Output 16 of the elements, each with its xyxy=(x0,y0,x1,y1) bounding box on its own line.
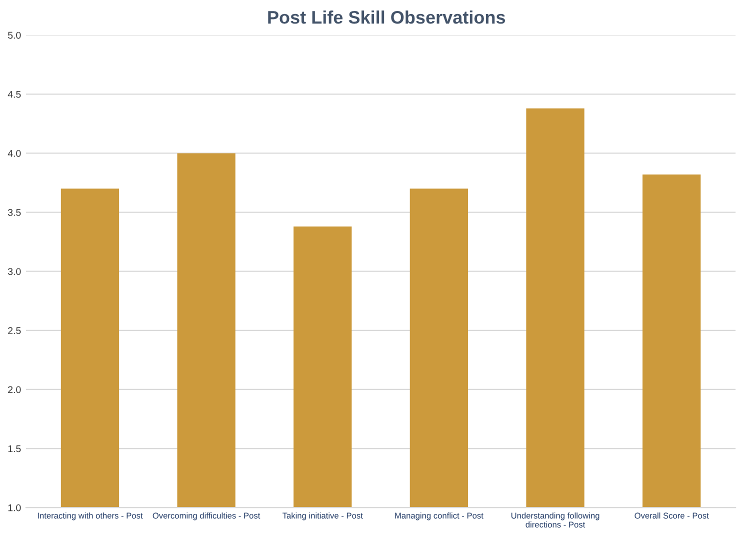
x-tick-label: Taking initiative - Post xyxy=(282,512,363,520)
x-tick-label: Interacting with others - Post xyxy=(38,512,143,520)
chart-title: Post Life Skill Observations xyxy=(268,10,506,24)
y-tick-label: 5.0 xyxy=(8,32,21,39)
y-tick-label: 3.0 xyxy=(8,268,21,275)
y-tick-label: 3.5 xyxy=(8,209,21,216)
x-tick-label: Overall Score - Post xyxy=(634,512,709,519)
x-tick-label: Understanding following directions - Post xyxy=(511,512,600,528)
x-tick-label: Managing conflict - Post xyxy=(395,512,484,520)
y-tick-label: 4.0 xyxy=(8,150,21,157)
y-tick-label: 1.5 xyxy=(8,445,21,452)
y-tick-label: 2.5 xyxy=(8,327,21,334)
y-tick-label: 1.0 xyxy=(8,504,21,512)
y-tick-label: 4.5 xyxy=(8,90,21,98)
y-tick-label: 2.0 xyxy=(8,386,21,394)
x-tick-label: Overcoming difficulties - Post xyxy=(152,512,260,520)
